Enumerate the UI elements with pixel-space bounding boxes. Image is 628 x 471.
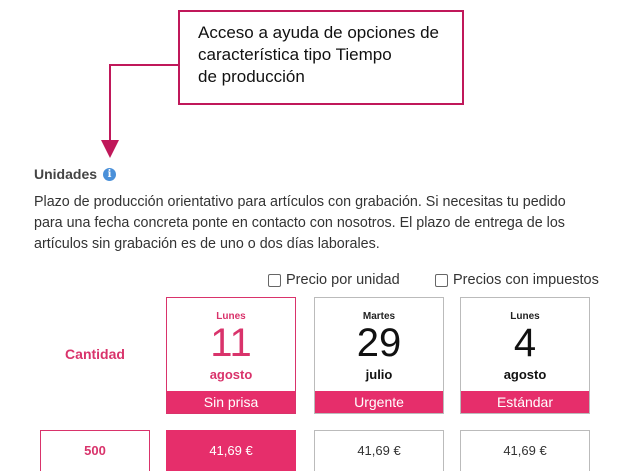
delivery-option-urgente[interactable]: Martes 29 julio Urgente: [314, 297, 444, 414]
help-callout: Acceso a ayuda de opciones de caracterís…: [178, 10, 464, 105]
day-number: 29: [356, 321, 402, 365]
day-number: 4: [513, 321, 537, 365]
price-cell[interactable]: 41,69 €: [314, 430, 444, 471]
quantity-header: Cantidad: [65, 346, 125, 362]
price-per-unit-label: Precio por unidad: [286, 272, 400, 288]
units-title: Unidades: [34, 166, 98, 182]
callout-line: característica tipo Tiempo: [198, 45, 392, 64]
price-with-tax-checkbox[interactable]: Precios con impuestos: [435, 272, 599, 288]
callout-line: Acceso a ayuda de opciones de: [198, 23, 440, 42]
info-icon[interactable]: i: [103, 167, 117, 181]
production-time-description: Plazo de producción orientativo para art…: [34, 192, 594, 255]
checkbox-box[interactable]: [268, 273, 281, 287]
quantity-cell[interactable]: 500: [40, 430, 150, 471]
callout-line: de producción: [198, 67, 305, 86]
price-with-tax-label: Precios con impuestos: [453, 272, 599, 288]
description-line: artículos sin grabación es de uno o dos …: [34, 236, 380, 252]
weekday: Martes: [362, 311, 396, 322]
delivery-option-sin-prisa[interactable]: Lunes 11 agosto Sin prisa: [166, 297, 296, 414]
month: agosto: [209, 367, 253, 382]
checkbox-box[interactable]: [435, 273, 448, 287]
units-heading: Unidades i: [34, 166, 117, 182]
month: julio: [365, 367, 393, 382]
month: agosto: [503, 367, 547, 382]
weekday: Lunes: [510, 311, 540, 322]
delivery-type-label: Estándar: [461, 391, 589, 413]
price-cell[interactable]: 41,69 €: [460, 430, 590, 471]
weekday: Lunes: [216, 311, 246, 322]
delivery-type-label: Urgente: [315, 391, 443, 413]
description-line: Plazo de producción orientativo para art…: [34, 194, 566, 210]
price-per-unit-checkbox[interactable]: Precio por unidad: [268, 272, 400, 288]
delivery-option-estandar[interactable]: Lunes 4 agosto Estándar: [460, 297, 590, 414]
day-number: 11: [210, 321, 252, 365]
description-line: para una fecha concreta ponte en contact…: [34, 215, 565, 231]
delivery-type-label: Sin prisa: [167, 391, 295, 413]
price-cell[interactable]: 41,69 €: [166, 430, 296, 471]
